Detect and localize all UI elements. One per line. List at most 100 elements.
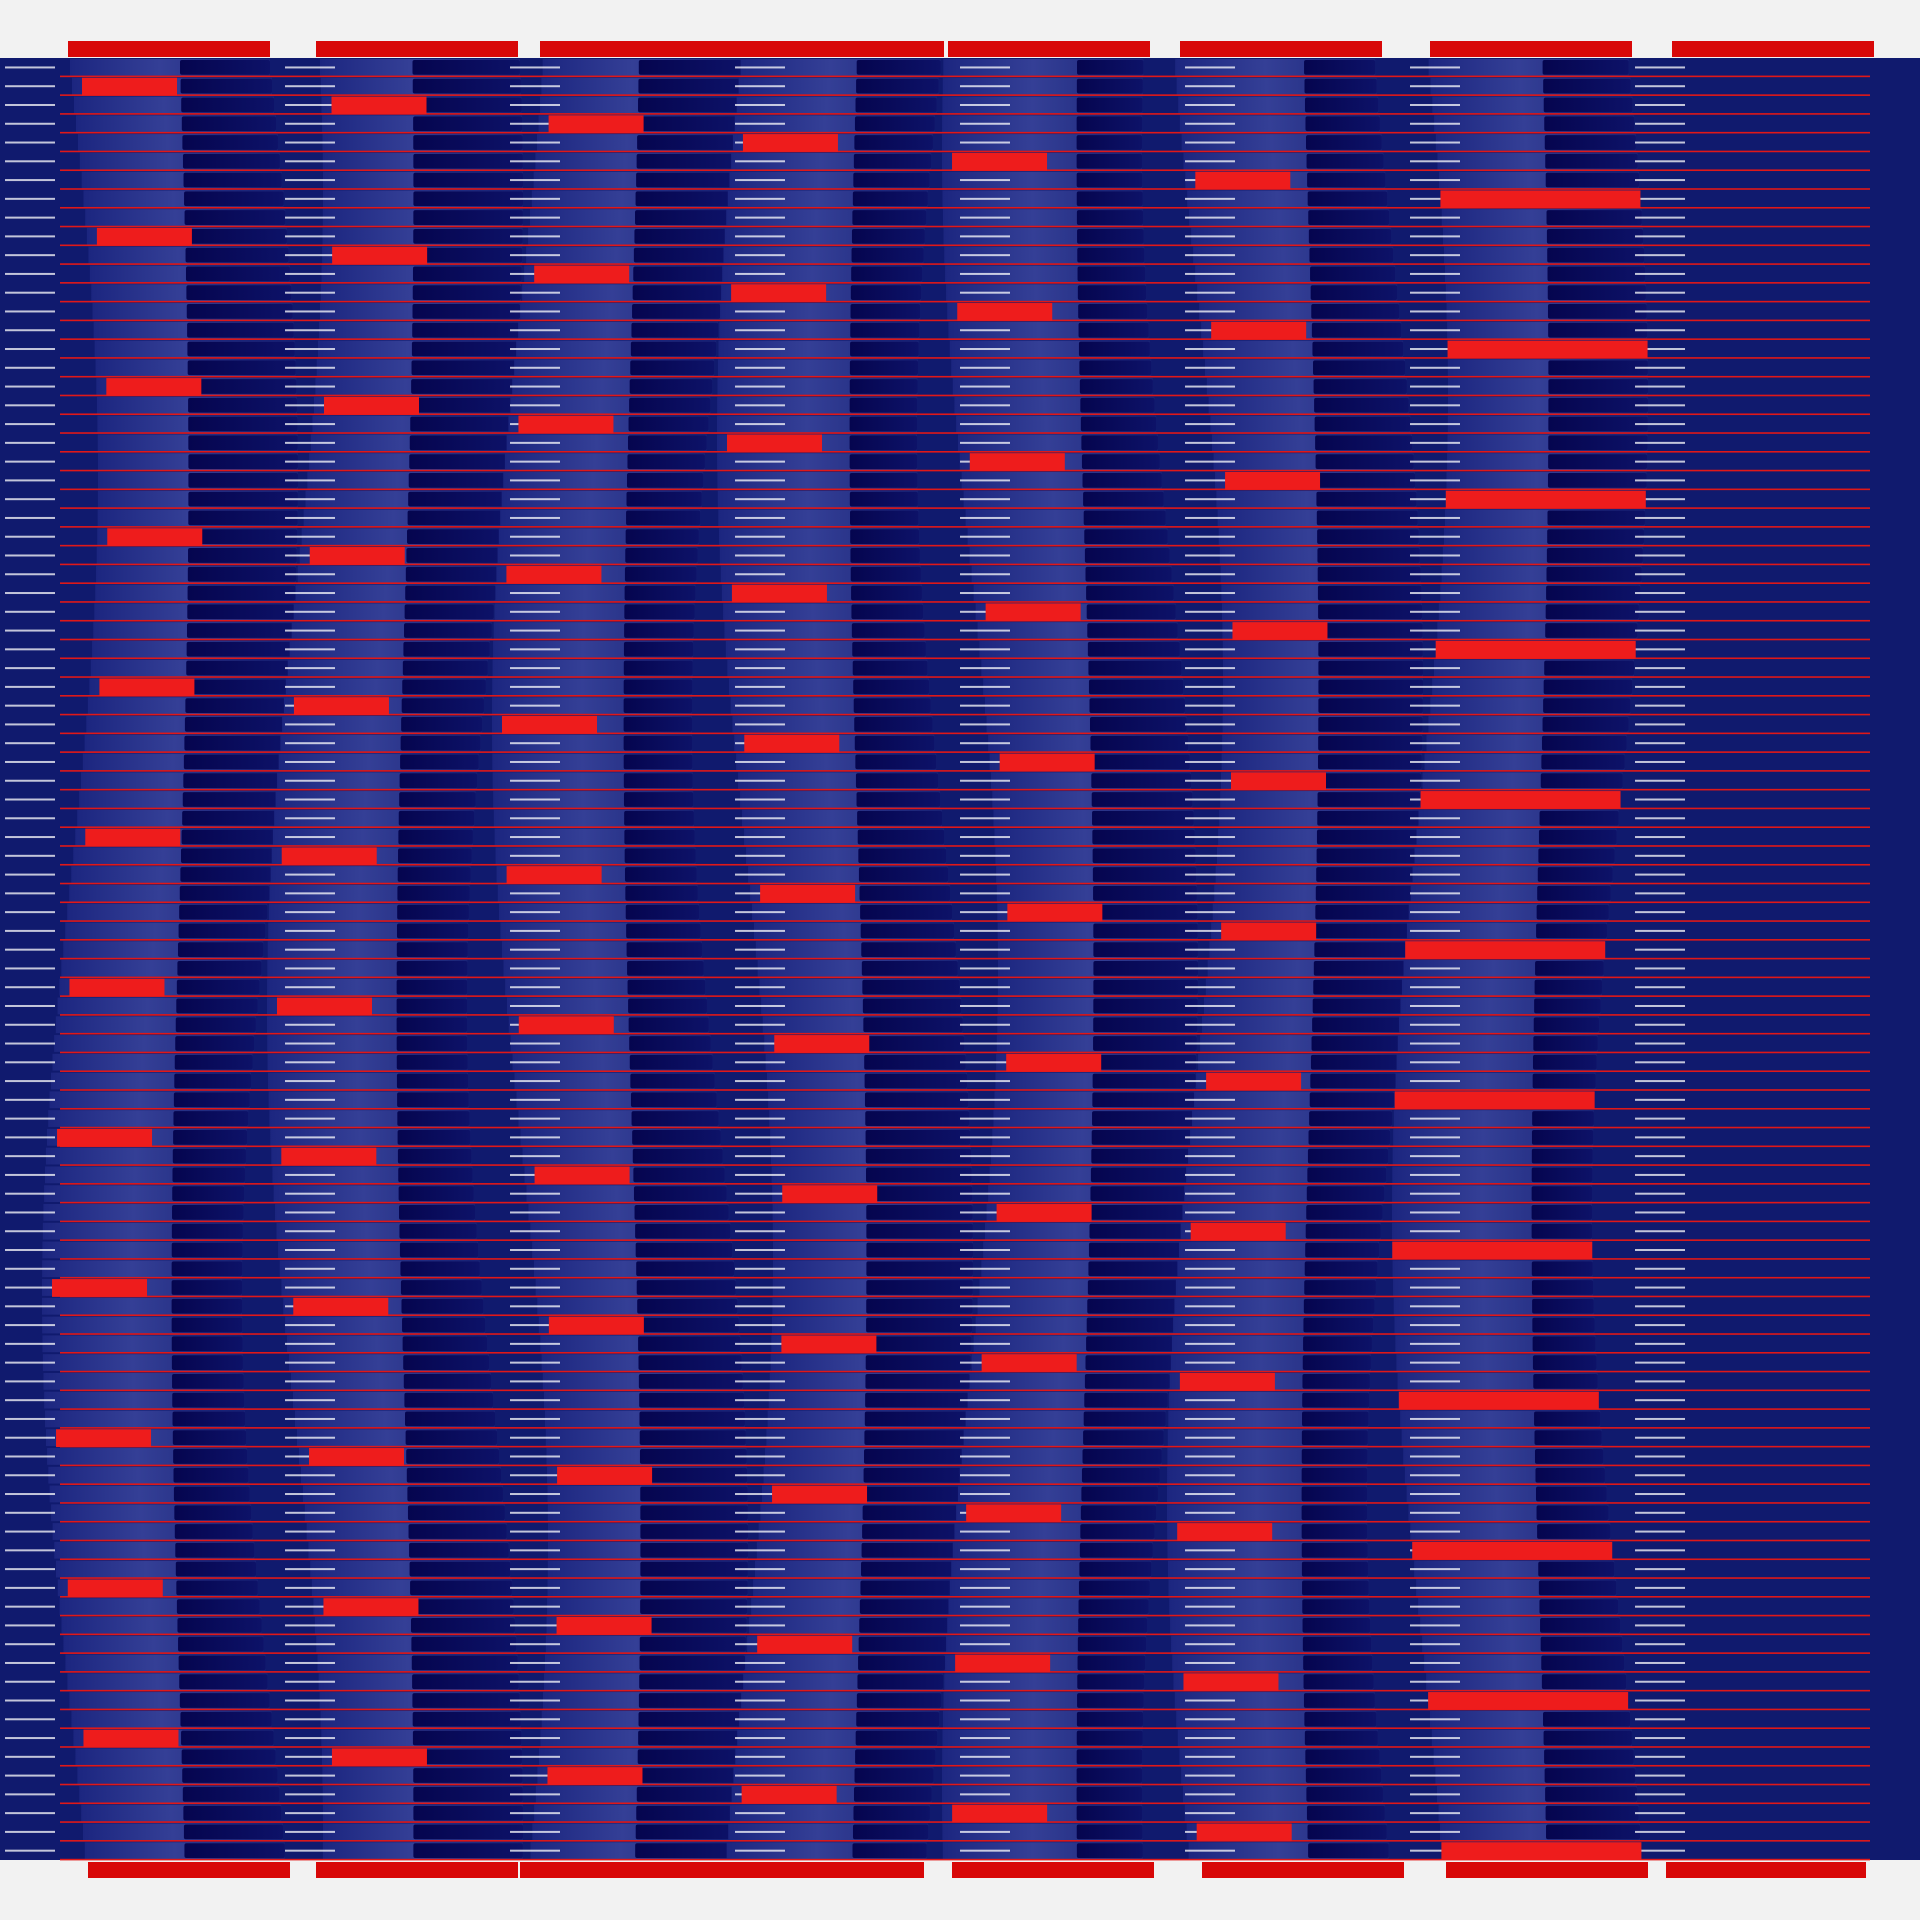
band-dark-segment (1307, 172, 1386, 188)
white-gap-line (960, 873, 1010, 876)
white-gap-line (735, 648, 785, 651)
white-gap-line (735, 1755, 785, 1758)
band-dark-segment (405, 1430, 498, 1446)
red-accent-bar (1445, 490, 1646, 509)
red-accent-bar (1447, 340, 1648, 359)
white-gap-line (1410, 1211, 1460, 1214)
band-dark-segment (175, 1561, 256, 1577)
white-gap-line (510, 779, 560, 782)
white-gap-line (5, 742, 55, 745)
band-dark-segment (854, 135, 933, 150)
white-gap-line (1185, 892, 1235, 895)
white-gap-line (1635, 1718, 1685, 1721)
band-dark-segment (1536, 1505, 1609, 1521)
red-rule (60, 657, 1870, 660)
white-gap-line (285, 1080, 335, 1083)
band-dark-segment (1543, 679, 1633, 695)
band-dark-segment (1312, 341, 1404, 357)
white-gap-line (1410, 1136, 1460, 1139)
white-gap-line (510, 986, 560, 989)
band-dark-segment (177, 942, 264, 957)
band-dark-segment (1093, 1017, 1198, 1033)
white-gap-line (510, 1361, 560, 1364)
white-gap-line (1185, 1136, 1235, 1139)
band-dark-segment (412, 1693, 520, 1708)
band-dark-segment (1311, 304, 1400, 319)
white-gap-line (1410, 1474, 1460, 1477)
band-dark-segment (1093, 998, 1198, 1014)
red-accent-bar (1440, 190, 1641, 209)
red-accent-bar (52, 1279, 148, 1297)
band-dark-segment (1305, 135, 1382, 150)
white-gap-line (5, 1286, 55, 1289)
band-dark-segment (1077, 247, 1145, 263)
white-gap-line (510, 85, 560, 88)
white-gap-line (1185, 1117, 1235, 1120)
red-rule (60, 1370, 1870, 1373)
band-dark-segment (184, 716, 287, 732)
band-dark-segment (1545, 1805, 1639, 1821)
white-gap-line (1635, 1230, 1685, 1233)
white-gap-line (285, 329, 335, 332)
white-gap-line (1410, 817, 1460, 820)
white-gap-line (5, 1380, 55, 1383)
white-gap-line (1635, 103, 1685, 106)
white-gap-line (510, 1155, 560, 1158)
white-gap-line (5, 1511, 55, 1514)
white-gap-line (1635, 1042, 1685, 1045)
band-dark-segment (862, 979, 960, 995)
white-gap-line (510, 1812, 560, 1815)
red-accent-bar (83, 1729, 179, 1748)
band-dark-segment (1076, 191, 1143, 207)
red-rule (60, 188, 1870, 190)
white-gap-line (5, 479, 55, 482)
band-dark-segment (866, 1261, 973, 1277)
band-dark-segment (411, 379, 516, 394)
red-accent-bar (548, 1316, 644, 1335)
white-gap-line (1410, 1568, 1460, 1571)
band-dark-segment (639, 1636, 746, 1652)
band-dark-segment (184, 210, 286, 225)
white-gap-line (5, 329, 55, 332)
red-accent-bar (331, 1748, 427, 1767)
white-gap-line (1410, 573, 1460, 576)
white-gap-line (960, 986, 1010, 989)
red-accent-bar (1006, 1053, 1102, 1072)
white-gap-line (5, 1004, 55, 1007)
white-gap-line (960, 1605, 1010, 1608)
white-gap-line (960, 235, 1010, 238)
band-dark-segment (1076, 135, 1143, 150)
band-dark-segment (623, 698, 693, 713)
band-dark-segment (172, 1186, 245, 1202)
white-gap-line (5, 1493, 55, 1496)
white-gap-line (1635, 1399, 1685, 1402)
white-gap-line (1635, 1680, 1685, 1683)
white-gap-line (510, 1586, 560, 1589)
white-gap-line (1410, 122, 1460, 125)
white-gap-line (1185, 272, 1235, 275)
band-dark-segment (185, 228, 287, 244)
band-dark-segment (1303, 1655, 1373, 1671)
white-gap-line (285, 1098, 335, 1101)
white-gap-line (1635, 1117, 1685, 1120)
white-gap-line (1635, 498, 1685, 501)
red-rule (60, 1295, 1870, 1298)
white-gap-line (1185, 1286, 1235, 1289)
white-gap-line (1410, 1718, 1460, 1721)
white-gap-line (510, 1737, 560, 1740)
white-gap-line (5, 1399, 55, 1402)
white-gap-line (5, 516, 55, 519)
band-dark-segment (1315, 885, 1415, 901)
band-dark-segment (852, 660, 928, 676)
band-dark-segment (1310, 285, 1398, 301)
white-gap-line (285, 141, 335, 144)
white-gap-line (735, 1830, 785, 1833)
white-gap-line (960, 404, 1010, 407)
white-gap-line (960, 479, 1010, 482)
white-gap-line (1185, 873, 1235, 876)
band-dark-segment (183, 172, 282, 188)
white-gap-line (1410, 1380, 1460, 1383)
white-gap-line (1185, 1511, 1235, 1514)
white-gap-line (1410, 1643, 1460, 1646)
band-dark-segment (405, 1411, 495, 1427)
